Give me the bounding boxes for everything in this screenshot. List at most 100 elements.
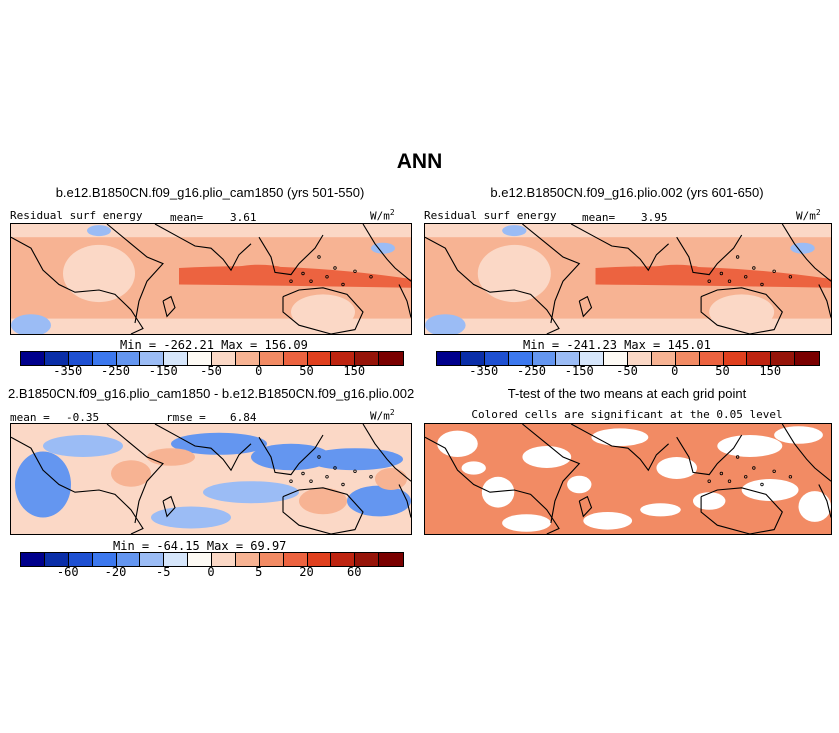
panel2-colorbar-swatch <box>651 352 676 365</box>
panel1-australia-land <box>291 294 355 330</box>
panel2-colorbar-swatch <box>675 352 700 365</box>
panel1-colorbar-tick-label: -50 <box>200 364 222 378</box>
panel4-coastline <box>578 495 593 518</box>
panel3-anomaly-region <box>375 468 407 490</box>
panel3-coastline <box>362 424 411 482</box>
panel2-title: b.e12.B1850CN.f09_g16.plio.002 (yrs 601-… <box>490 185 764 200</box>
panel2-cool-patch <box>502 225 527 237</box>
panel2-island <box>719 271 724 276</box>
panel2-cool-patch <box>425 314 466 334</box>
panel4-island <box>727 479 732 483</box>
panel1-colorbar-swatch <box>164 352 189 365</box>
panel1-colorbar-swatch <box>116 352 141 365</box>
panel3-colorbar-swatch <box>331 553 356 566</box>
panel4-coastline <box>676 434 743 476</box>
panel4-nonsignificant-region <box>481 476 515 508</box>
panel4-island <box>735 455 740 459</box>
panel4-subtitle: Colored cells are significant at the 0.0… <box>471 408 783 421</box>
panel4-coastline <box>522 424 581 524</box>
panel1-coastline <box>11 236 144 334</box>
panel2-africa-land <box>477 244 551 303</box>
panel1-coastline <box>282 287 364 334</box>
panel1-colorbar-swatch <box>283 352 308 365</box>
panel2-north-band <box>425 224 831 238</box>
panel1-island <box>353 269 357 273</box>
panel3-colorbar-tick-label: 60 <box>347 565 362 579</box>
panel4-nonsignificant-region <box>583 512 633 530</box>
panel2-colorbar-tick-label: 150 <box>759 364 782 378</box>
panel4-nonsignificant-region <box>502 514 551 532</box>
panel4-nonsignificant-region <box>567 475 592 494</box>
panel3-anomaly-region <box>171 432 267 455</box>
panel2-coastline <box>781 224 831 282</box>
panel4-coastline <box>781 424 831 482</box>
panel1-map <box>10 223 412 335</box>
panel1-units: W/m2 <box>370 208 395 223</box>
panel3-colorbar-swatch <box>140 553 165 566</box>
panel1-colorbar-swatch <box>92 352 117 365</box>
panel2-coastline <box>676 234 743 276</box>
panel1-island <box>369 275 373 279</box>
panel1-coastline <box>154 224 252 272</box>
panel2-colorbar-swatch <box>532 352 557 365</box>
panel3-units: W/m2 <box>370 408 395 423</box>
panel2-colorbar-swatch <box>771 352 796 365</box>
panel1-colorbar-swatch <box>21 352 45 365</box>
panel3-anomaly-region <box>147 448 195 466</box>
figure-title: ANN <box>396 150 443 173</box>
panel4-coastline <box>700 487 783 534</box>
panel3-island <box>325 475 329 479</box>
panel4-map <box>424 423 832 535</box>
panel1-cool-patch <box>371 242 395 254</box>
panel3-island <box>301 471 305 476</box>
panel1-colorbar-ticks: -350 -250 -150 -50 0 50 150 <box>20 364 402 380</box>
panel3-island <box>317 455 321 459</box>
panel1-colorbar-tick-label: 0 <box>255 364 263 378</box>
panel3-coastline <box>398 484 411 518</box>
panel3-anomaly-region <box>43 435 123 457</box>
panel2-colorbar-tick-label: -350 <box>469 364 499 378</box>
panel3-colorbar-swatch <box>92 553 117 566</box>
panel1-colorbar-swatch <box>140 352 165 365</box>
panel4-nonsignificant-region <box>461 461 486 475</box>
panel1-island <box>289 279 293 283</box>
panel4-nonsignificant-region <box>774 426 823 444</box>
panel2-colorbar-swatch <box>460 352 485 365</box>
panel4-island <box>752 466 756 470</box>
panel4-nonsignificant-region <box>741 479 799 501</box>
panel3-colorbar-swatch <box>44 553 69 566</box>
panel1-south-band <box>11 318 411 334</box>
panel3-anomaly-region <box>299 487 347 515</box>
panel3-rmse-value: 6.84 <box>230 411 257 424</box>
panel2-island <box>788 275 793 279</box>
panel1-mean-label: mean= <box>170 211 204 224</box>
panel3-anomaly-region <box>347 485 411 517</box>
panel4-island <box>719 471 724 476</box>
panel4-coastline <box>425 436 560 534</box>
panel3-colorbar-swatch <box>355 553 380 566</box>
panel1-colorbar-tick-label: -350 <box>53 364 83 378</box>
panel3-island <box>353 469 357 473</box>
panel3-anomaly-region <box>203 481 299 504</box>
panel1-colorbar-swatch <box>44 352 69 365</box>
panel1-coastline <box>162 295 176 318</box>
panel1-coastline <box>398 284 411 318</box>
panel1-island <box>317 255 321 259</box>
panel2-colorbar-tick-label: 0 <box>671 364 679 378</box>
panel3-mean-label: mean = <box>10 411 50 424</box>
panel3-colorbar-swatch <box>235 553 260 566</box>
panel2-colorbar-swatch <box>723 352 748 365</box>
panel3-coastline <box>11 436 144 534</box>
panel2-mean-value: 3.95 <box>641 211 668 224</box>
panel3-colorbar-swatch <box>68 553 93 566</box>
panel1-cool-patch <box>87 225 111 237</box>
panel1-colorbar-swatch <box>68 352 93 365</box>
panel2-colorbar-tick-label: 50 <box>715 364 730 378</box>
panel3-colorbar-swatch <box>21 553 45 566</box>
panel4-nonsignificant-region <box>522 446 572 468</box>
panel2-colorbar-swatch <box>508 352 533 365</box>
panel3-colorbar-swatch <box>188 553 212 566</box>
panel2-coastline <box>425 236 560 334</box>
panel2-island <box>727 279 732 283</box>
panel1-field-svg <box>11 224 411 334</box>
